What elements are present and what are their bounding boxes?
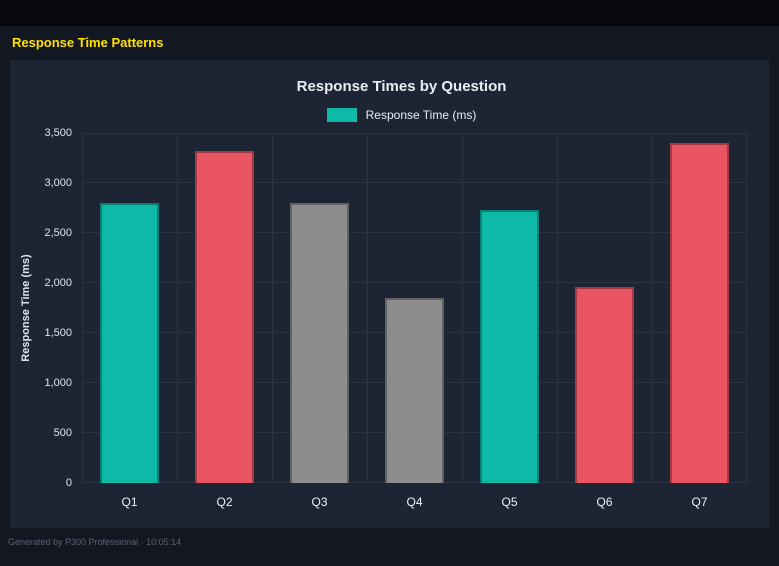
- bar-band-q2: [177, 133, 272, 483]
- bar-band-q1: [82, 133, 177, 483]
- gridline-vertical: [177, 133, 178, 483]
- bar-q2: [195, 151, 254, 483]
- bar-q6: [575, 287, 634, 483]
- y-tick-label: 1,500: [44, 327, 72, 339]
- gridline-horizontal: [82, 133, 747, 134]
- gridline-vertical: [652, 133, 653, 483]
- bar-band-q6: [557, 133, 652, 483]
- x-tick-label-q2: Q2: [216, 495, 233, 509]
- bar-band-q5: [462, 133, 557, 483]
- page-title: Response Time Patterns: [12, 35, 164, 50]
- gridline-vertical: [557, 133, 558, 483]
- legend-swatch: [326, 108, 357, 122]
- gridline-horizontal: [82, 232, 747, 233]
- y-tick-label: 0: [65, 477, 72, 489]
- bar-band-q7: [652, 133, 747, 483]
- y-tick-label: 2,000: [44, 277, 72, 289]
- chart-legend[interactable]: Response Time (ms): [56, 108, 747, 122]
- y-tick-label: 3,500: [44, 127, 72, 139]
- bar-q5: [480, 210, 539, 483]
- x-tick-label-q4: Q4: [406, 495, 423, 509]
- footer-text: Generated by P300 Professional · 10:05:1…: [8, 537, 182, 547]
- gridline-horizontal: [82, 182, 747, 183]
- gridline-vertical: [367, 133, 368, 483]
- gridline-horizontal: [82, 282, 747, 284]
- gridline-vertical: [272, 133, 273, 483]
- bar-q7: [670, 143, 729, 483]
- x-tick-label-q3: Q3: [311, 495, 328, 509]
- bar-band-q4: [367, 133, 462, 483]
- plot-area: [82, 133, 747, 483]
- x-tick-label-q1: Q1: [121, 495, 138, 509]
- y-axis-ticks: 0 500 1,000 1,500 2,000 2,500 3,000 3,500: [36, 127, 82, 489]
- bar-q4: [385, 298, 444, 483]
- bar-q3: [290, 203, 349, 483]
- y-tick-label: 2,500: [44, 227, 72, 239]
- y-tick-label: 500: [53, 427, 72, 439]
- y-axis-title: Response Time (ms): [16, 133, 36, 483]
- chart-card: Response Times by Question Response Time…: [10, 60, 769, 528]
- bars: [82, 133, 747, 483]
- bar-q1: [100, 203, 159, 483]
- gridline-vertical: [82, 133, 83, 483]
- gridline-vertical: [746, 133, 747, 483]
- gridline-vertical: [462, 133, 463, 483]
- legend-label: Response Time (ms): [365, 108, 477, 122]
- y-tick-label: 1,000: [44, 377, 72, 389]
- x-tick-label-q6: Q6: [596, 495, 613, 509]
- bar-band-q3: [272, 133, 367, 483]
- y-tick-label: 3,000: [44, 177, 72, 189]
- x-tick-label-q7: Q7: [691, 495, 708, 509]
- chart-area: Response Time (ms) 0 500 1,000 1,500 2,000 2,…: [16, 127, 747, 517]
- chart-title: Response Times by Question: [296, 78, 507, 95]
- top-bar: [0, 0, 779, 26]
- x-axis-labels: Q1 Q2 Q3 Q4 Q5 Q6 Q7: [82, 483, 747, 517]
- x-tick-label-q5: Q5: [501, 495, 518, 509]
- y-axis-title-text: Response Time (ms): [20, 254, 32, 362]
